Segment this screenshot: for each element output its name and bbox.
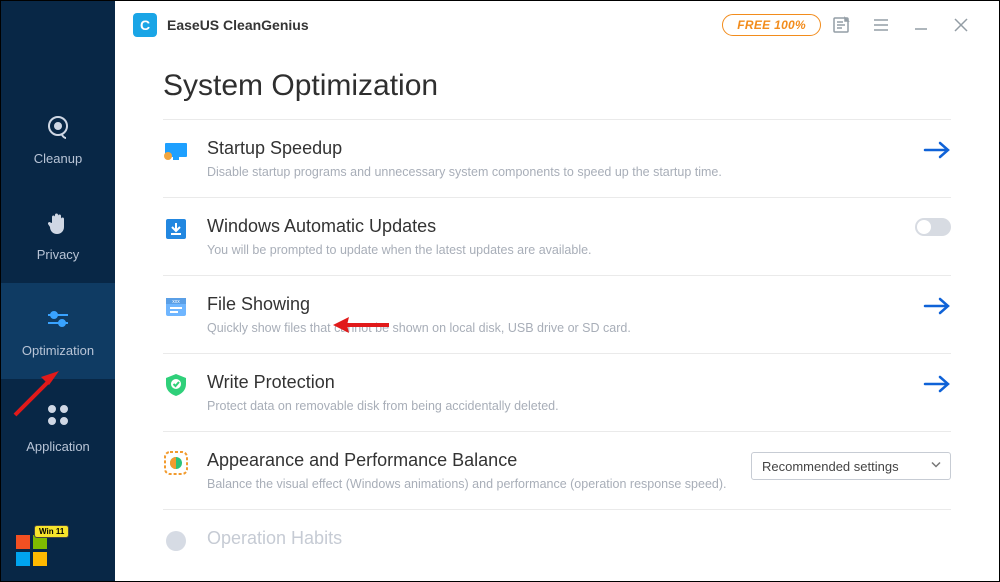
- option-title: Operation Habits: [207, 528, 939, 549]
- main-panel: System Optimization Startup Speedup Disab…: [115, 49, 999, 581]
- broom-icon: [44, 113, 72, 141]
- note-icon[interactable]: [821, 1, 861, 49]
- settings-select[interactable]: Recommended settings: [751, 452, 951, 480]
- write-protection-icon: [163, 372, 189, 398]
- free-badge[interactable]: FREE 100%: [722, 14, 821, 36]
- sidebar-item-label: Privacy: [37, 247, 80, 262]
- option-desc: Disable startup programs and unnecessary…: [207, 165, 911, 179]
- option-windows-updates: Windows Automatic Updates You will be pro…: [163, 197, 951, 275]
- page-title: System Optimization: [163, 69, 951, 103]
- option-title: Appearance and Performance Balance: [207, 450, 739, 471]
- operation-habits-icon: [163, 528, 189, 554]
- option-title: Startup Speedup: [207, 138, 911, 159]
- minimize-button[interactable]: [901, 1, 941, 49]
- option-desc: Balance the visual effect (Windows anima…: [207, 477, 739, 491]
- option-title: Windows Automatic Updates: [207, 216, 903, 237]
- option-file-showing: xxx File Showing Quickly show files that c…: [163, 275, 951, 353]
- sidebar-item-application[interactable]: Application: [1, 379, 115, 475]
- menu-icon[interactable]: [861, 1, 901, 49]
- sliders-icon: [44, 305, 72, 333]
- app-window: Cleanup Privacy Optimization Application: [0, 0, 1000, 582]
- option-write-protection: Write Protection Protect data on removabl…: [163, 353, 951, 431]
- option-appearance-balance: Appearance and Performance Balance Balanc…: [163, 431, 951, 509]
- sidebar-item-privacy[interactable]: Privacy: [1, 187, 115, 283]
- arrow-right-icon[interactable]: [923, 140, 951, 165]
- apps-icon: [44, 401, 72, 429]
- close-button[interactable]: [941, 1, 981, 49]
- app-logo-icon: C: [133, 13, 157, 37]
- app-name: EaseUS CleanGenius: [167, 17, 309, 33]
- sidebar: Cleanup Privacy Optimization Application: [1, 1, 115, 581]
- windows-updates-icon: [163, 216, 189, 242]
- win-badge-label: Win 11: [34, 525, 69, 538]
- option-title: Write Protection: [207, 372, 911, 393]
- option-desc: Protect data on removable disk from bein…: [207, 399, 911, 413]
- file-showing-icon: xxx: [163, 294, 189, 320]
- content-pane: C EaseUS CleanGenius FREE 100% System Op…: [115, 1, 999, 581]
- sidebar-item-optimization[interactable]: Optimization: [1, 283, 115, 379]
- chevron-down-icon: [930, 459, 942, 474]
- sidebar-item-label: Optimization: [22, 343, 94, 358]
- option-title: File Showing: [207, 294, 911, 315]
- arrow-right-icon[interactable]: [923, 374, 951, 399]
- hand-icon: [44, 209, 72, 237]
- sidebar-item-label: Application: [26, 439, 90, 454]
- select-value: Recommended settings: [762, 459, 899, 474]
- option-startup-speedup: Startup Speedup Disable startup programs …: [163, 119, 951, 197]
- toggle-switch[interactable]: [915, 218, 951, 236]
- titlebar: C EaseUS CleanGenius FREE 100%: [115, 1, 999, 49]
- sidebar-item-label: Cleanup: [34, 151, 82, 166]
- appearance-balance-icon: [163, 450, 189, 476]
- windows-11-badge[interactable]: Win 11: [16, 535, 48, 567]
- startup-speedup-icon: [163, 138, 189, 164]
- sidebar-item-cleanup[interactable]: Cleanup: [1, 91, 115, 187]
- svg-text:xxx: xxx: [172, 299, 180, 305]
- option-operation-habits: Operation Habits: [163, 509, 951, 572]
- arrow-right-icon[interactable]: [923, 296, 951, 321]
- option-desc: You will be prompted to update when the …: [207, 243, 903, 257]
- option-desc: Quickly show files that cannot be shown …: [207, 321, 911, 335]
